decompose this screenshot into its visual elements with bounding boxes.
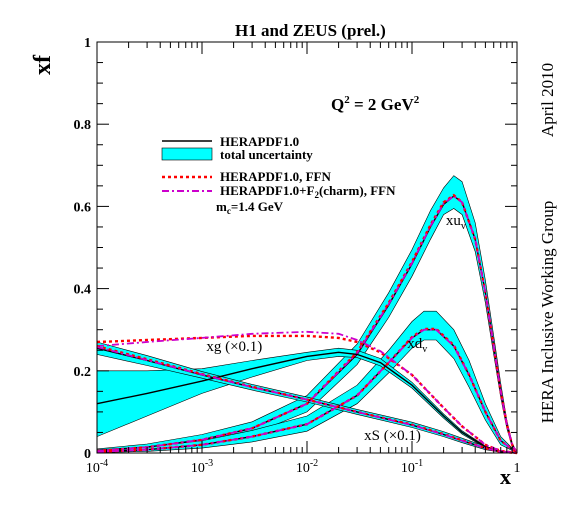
q2-sup1: 2 [344, 94, 350, 106]
legend-mc-prefix: m [216, 199, 227, 214]
y-tick-label: 0.2 [74, 365, 92, 380]
axis-ticks [96, 41, 518, 454]
y-tick-label: 0.8 [74, 118, 92, 133]
q2-sup2: 2 [414, 94, 420, 106]
legend-band-label: total uncertainty [220, 147, 313, 162]
y-tick-label: 0.4 [74, 283, 92, 298]
xS-curve-label: xS (×0.1) [364, 428, 421, 444]
x-axis-label: x [500, 464, 511, 489]
legend-mc-suffix: =1.4 GeV [231, 199, 284, 214]
legend-charm-prefix: HERAPDF1.0+F [220, 183, 314, 198]
y-tick-label: 0.6 [74, 200, 92, 215]
y-tick-label: 1 [84, 36, 91, 51]
x-tick-exponent: -1 [415, 458, 423, 469]
xg-label-base: xg (×0.1) [206, 339, 262, 355]
xg-charm-line [96, 330, 518, 454]
x-tick-exponent: -2 [310, 458, 318, 469]
x-tick-base: 10 [191, 461, 205, 476]
y-tick-label: 0 [84, 447, 91, 462]
x-tick-label: 10-1 [401, 458, 423, 476]
q2-mid: = 2 GeV [350, 95, 415, 114]
x-tick-base: 10 [296, 461, 310, 476]
legend-band-swatch [161, 147, 213, 161]
q2-prefix: Q [331, 95, 344, 114]
chart-title: H1 and ZEUS (prel.) [235, 21, 386, 40]
xdv-curve-label: xdv [407, 336, 427, 355]
legend-charm-sub: 2 [314, 190, 319, 200]
y-axis-label: xf [30, 54, 56, 75]
xS-charm-line [96, 346, 518, 454]
x-tick-exponent: -4 [100, 458, 108, 469]
xS-label-base: xS (×0.1) [364, 428, 421, 444]
x-tick-base: 10 [401, 461, 415, 476]
side-label-date: April 2010 [538, 63, 557, 137]
x-tick-label: 10-3 [191, 458, 213, 476]
xuv-label-base: xu [446, 213, 462, 229]
legend-mc-sub: c [227, 206, 231, 216]
xuv-curve-label: xuv [446, 213, 466, 232]
xdv-label-base: xd [407, 336, 423, 352]
legend-mc-label: mc=1.4 GeV [216, 199, 284, 216]
xdv-charm-line [96, 328, 518, 454]
x-tick-label: 1 [514, 461, 521, 476]
xg-curve-label: xg (×0.1) [206, 339, 262, 355]
side-label-group: HERA Inclusive Working Group [538, 201, 557, 424]
xdv-label-sub: v [422, 344, 427, 355]
x-tick-exponent: -3 [205, 458, 213, 469]
legend-ffn-label: HERAPDF1.0, FFN [220, 169, 331, 184]
x-tick-base: 10 [86, 461, 100, 476]
xdv-uncertainty-band [96, 310, 518, 454]
x-tick-label: 10-4 [86, 458, 108, 476]
legend-central-label: HERAPDF1.0 [220, 134, 299, 149]
xg-central-line [96, 351, 518, 454]
legend: HERAPDF1.0 total uncertainty HERAPDF1.0,… [161, 134, 396, 216]
q2-annotation: Q2 = 2 GeV2 [331, 94, 420, 114]
legend-charm-suffix: (charm), FFN [319, 183, 396, 198]
x-tick-label: 10-2 [296, 458, 318, 476]
x-tick-base: 1 [514, 461, 521, 476]
xuv-label-sub: v [461, 221, 466, 232]
legend-charm-label: HERAPDF1.0+F2(charm), FFN [220, 183, 396, 200]
xuv-charm-line [96, 194, 518, 454]
pdf-curves [96, 193, 519, 455]
